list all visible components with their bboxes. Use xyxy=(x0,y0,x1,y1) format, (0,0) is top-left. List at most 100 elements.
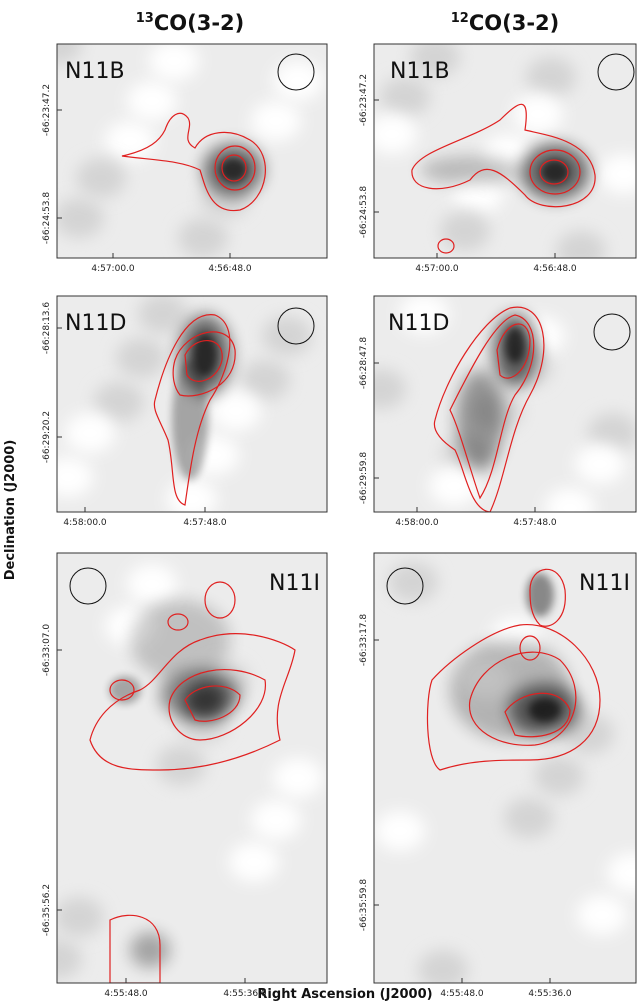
contour xyxy=(221,154,247,182)
emission xyxy=(109,676,141,704)
noise xyxy=(588,413,636,453)
emission xyxy=(541,160,569,184)
panel-label: N11D xyxy=(65,311,126,336)
noise xyxy=(374,114,417,154)
emission xyxy=(130,600,230,680)
noise xyxy=(440,211,490,251)
noise xyxy=(76,158,126,198)
noise xyxy=(545,488,595,512)
noise xyxy=(57,939,82,979)
beam xyxy=(277,53,315,91)
contour xyxy=(168,669,266,741)
contour xyxy=(468,651,577,746)
x-tick-label: 4:57:48.0 xyxy=(183,518,227,528)
emission xyxy=(505,327,525,363)
x-tick-label: 4:56:48.0 xyxy=(533,264,577,274)
noise xyxy=(262,316,312,356)
noise xyxy=(57,457,93,497)
y-tick-label: -66:29:20.2 xyxy=(42,411,52,463)
frame xyxy=(56,552,328,984)
noise xyxy=(149,44,199,81)
map-panel xyxy=(374,296,636,512)
panel-label: N11I xyxy=(579,571,630,596)
noise xyxy=(211,391,261,431)
contour xyxy=(504,692,571,738)
noise xyxy=(105,121,155,161)
y-axis-label: Declination (J2000) xyxy=(3,440,18,581)
noise xyxy=(65,413,115,453)
emission xyxy=(172,360,208,480)
x-tick-label: 4:58:00.0 xyxy=(395,518,439,528)
noise xyxy=(577,895,627,935)
panel-label: N11B xyxy=(390,59,450,84)
contour xyxy=(214,145,256,191)
contour xyxy=(184,340,223,382)
noise xyxy=(556,231,606,258)
emission xyxy=(219,158,247,182)
frame xyxy=(373,552,637,984)
noise xyxy=(94,382,144,422)
noise xyxy=(607,853,636,893)
emission xyxy=(130,932,170,968)
y-tick-label: -66:28:13.6 xyxy=(42,302,52,355)
contour xyxy=(153,314,231,506)
noise xyxy=(273,61,323,101)
noise xyxy=(156,745,206,785)
panel-label: N11I xyxy=(269,571,320,596)
beam xyxy=(277,307,315,345)
noise xyxy=(178,218,228,258)
noise xyxy=(375,811,425,851)
beam xyxy=(597,53,635,91)
y-tick-label: -66:24:53.8 xyxy=(359,186,369,239)
contour xyxy=(529,568,566,627)
y-tick-label: -66:33:17.8 xyxy=(359,614,369,667)
x-axis-label: Right Ascension (J2000) xyxy=(257,987,432,1002)
noise xyxy=(380,77,430,117)
y-tick-label: -66:35:59.8 xyxy=(359,879,369,932)
emission xyxy=(526,573,554,617)
noise xyxy=(57,897,104,937)
x-tick-label: 4:57:00.0 xyxy=(91,264,135,274)
noise xyxy=(418,950,468,983)
contour xyxy=(437,238,455,254)
frame xyxy=(373,295,637,513)
noise xyxy=(504,798,554,838)
panel-label: N11B xyxy=(65,59,125,84)
contour xyxy=(496,323,531,379)
frame xyxy=(373,43,637,259)
x-tick-label: 4:57:00.0 xyxy=(415,264,459,274)
noise xyxy=(57,198,104,238)
emission xyxy=(193,333,217,377)
x-tick-label: 4:57:48.0 xyxy=(513,518,557,528)
noise xyxy=(167,479,217,512)
y-tick-label: -66:35:56.2 xyxy=(42,884,52,936)
noise xyxy=(251,101,301,141)
noise xyxy=(229,842,279,882)
contour xyxy=(411,103,596,208)
contour xyxy=(539,159,569,185)
map-panel xyxy=(57,44,327,258)
frame xyxy=(56,295,328,513)
map-panel xyxy=(57,553,327,983)
contour xyxy=(121,112,266,212)
noise xyxy=(429,466,479,506)
noise xyxy=(410,44,460,77)
column-header: 12CO(3-2) xyxy=(451,11,560,35)
y-tick-label: -66:29:59.8 xyxy=(359,452,369,505)
x-tick-label: 4:58:00.0 xyxy=(63,518,107,528)
noise xyxy=(399,296,449,334)
y-tick-label: -66:23:47.2 xyxy=(359,74,369,126)
noise xyxy=(57,44,82,64)
noise xyxy=(513,94,563,134)
contour xyxy=(204,581,236,619)
contour xyxy=(426,624,601,771)
noise xyxy=(127,81,177,121)
noise xyxy=(273,758,323,798)
beam xyxy=(69,567,107,605)
noise xyxy=(116,338,166,378)
noise xyxy=(564,714,614,754)
contour xyxy=(433,306,545,512)
y-tick-label: -66:33:07.0 xyxy=(42,624,52,677)
noise xyxy=(127,564,177,604)
